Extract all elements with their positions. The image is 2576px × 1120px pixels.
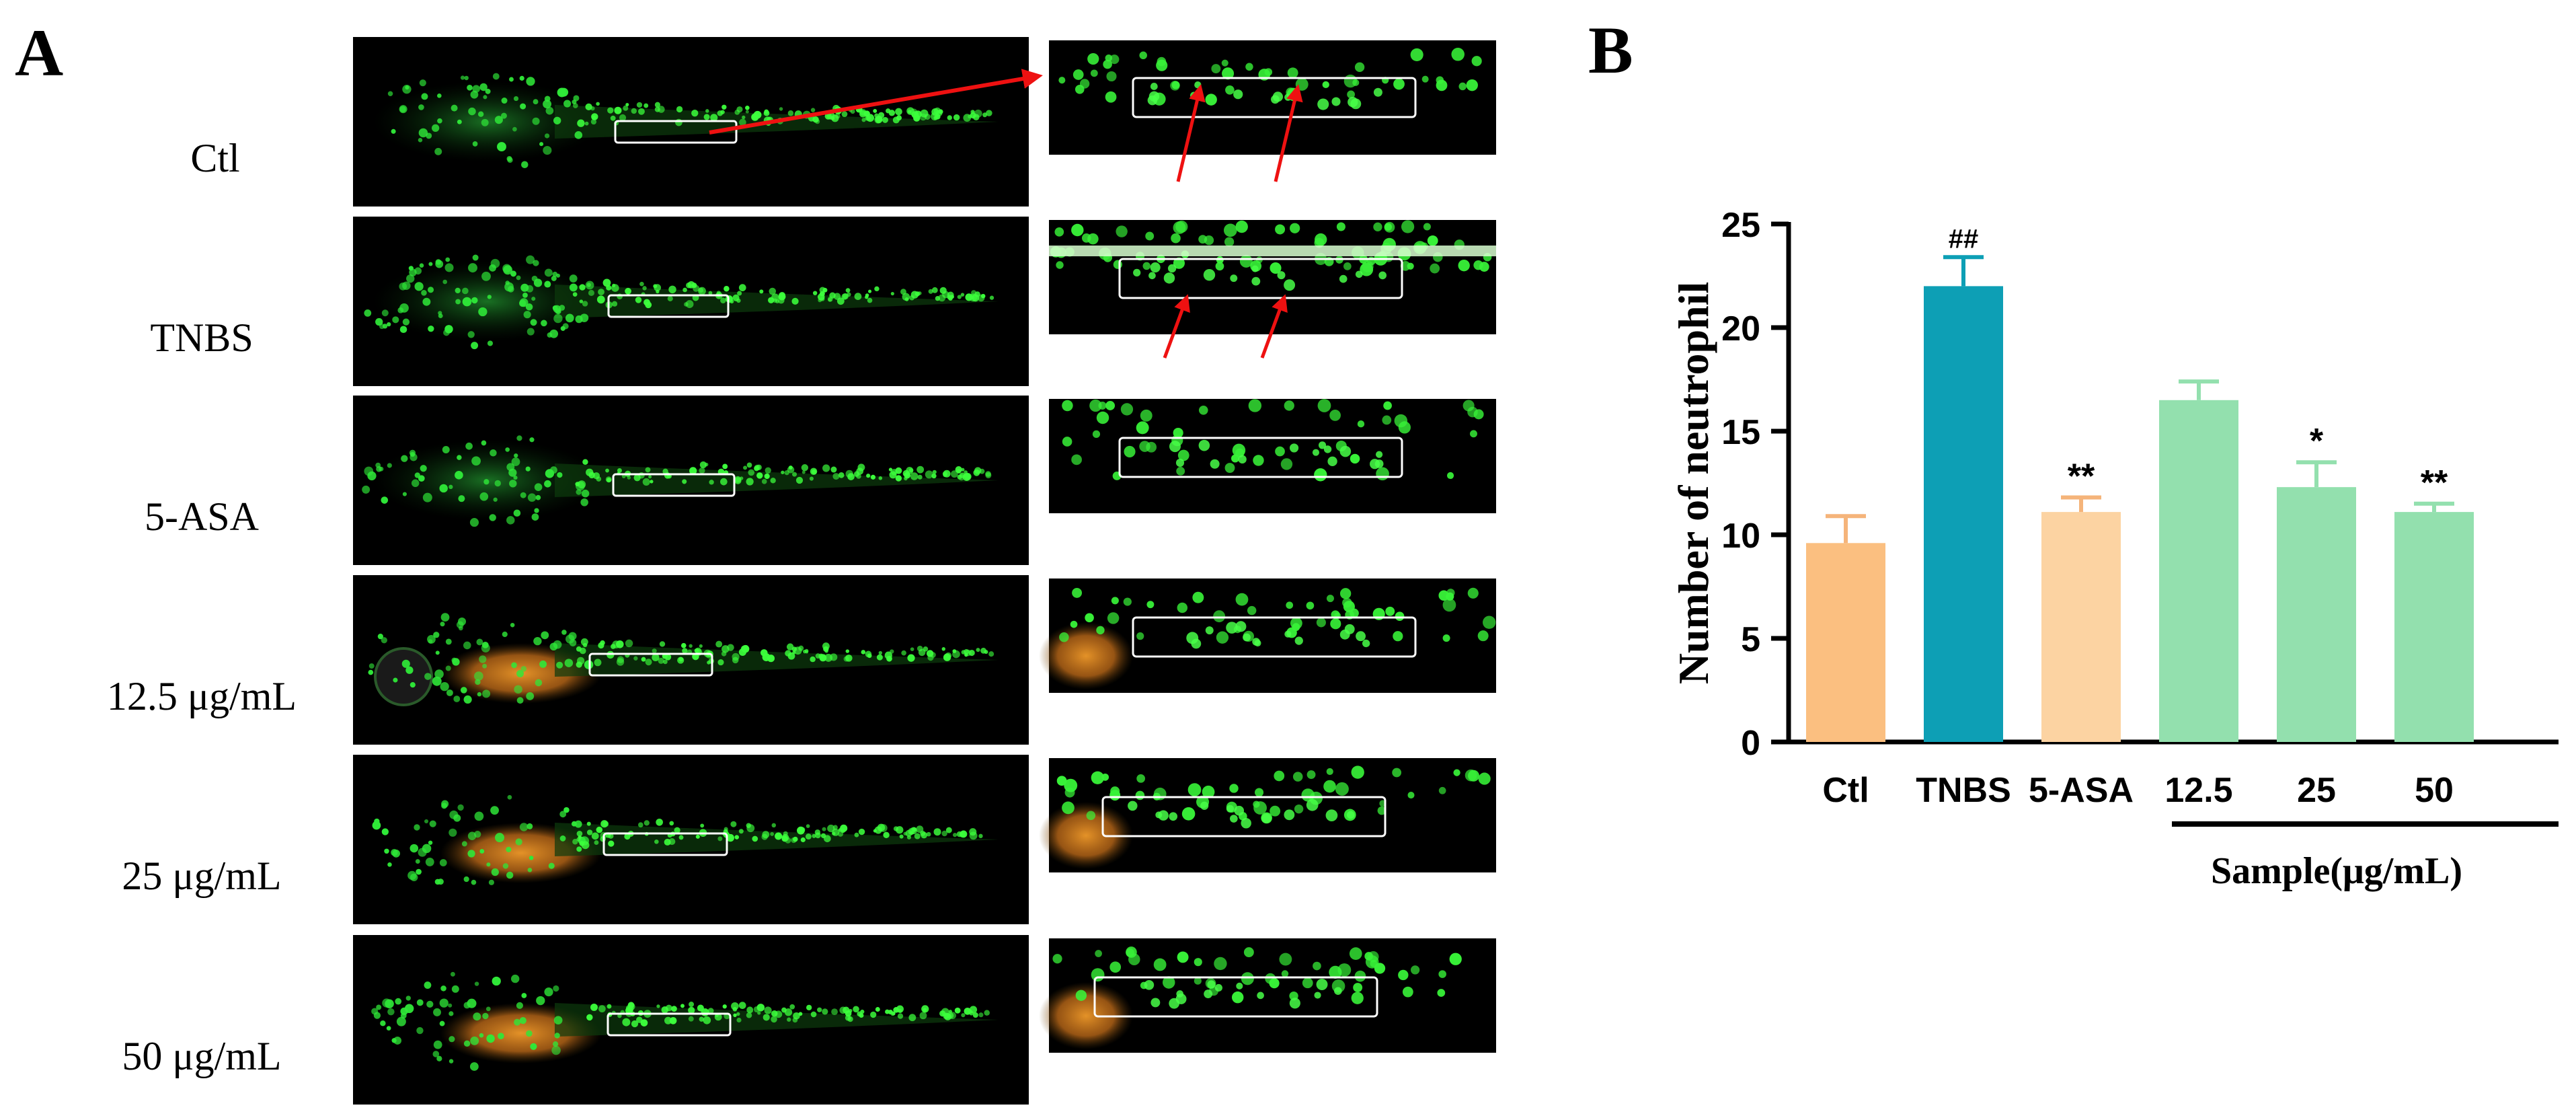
roi-box bbox=[1101, 796, 1387, 837]
bar bbox=[2041, 512, 2121, 742]
red-arrow bbox=[1260, 294, 1288, 359]
neutrophil-dots bbox=[1059, 587, 1496, 649]
y-tick-label: 5 bbox=[1741, 620, 1760, 659]
x-tick-label: 25 bbox=[2297, 771, 2336, 810]
bar bbox=[1806, 543, 1885, 742]
x-tick-label: 12.5 bbox=[2164, 771, 2232, 810]
larva-image bbox=[353, 217, 1029, 386]
significance-mark: * bbox=[2310, 422, 2324, 461]
roi-box bbox=[588, 652, 713, 677]
neutrophil-dots bbox=[1062, 399, 1484, 482]
x-tick-label: Ctl bbox=[1822, 771, 1869, 810]
roi-box bbox=[1132, 77, 1417, 118]
significance-mark: ** bbox=[2068, 457, 2095, 496]
significance-mark: ## bbox=[1949, 224, 1979, 254]
y-tick-label: 25 bbox=[1721, 206, 1760, 245]
row-label: TNBS bbox=[150, 315, 253, 360]
y-tick-label: 15 bbox=[1721, 413, 1760, 452]
roi-box bbox=[614, 120, 738, 144]
image-row: 50 μg/mL bbox=[122, 935, 1496, 1105]
neutrophil-dots bbox=[368, 613, 994, 704]
roi-box bbox=[612, 473, 736, 497]
zoom-image bbox=[1049, 399, 1496, 513]
y-axis-label: Number of neutrophil bbox=[1670, 282, 1717, 685]
larva-image bbox=[353, 935, 1029, 1105]
roi-box bbox=[1118, 258, 1403, 299]
bar bbox=[1924, 286, 2003, 742]
sample-group-label: Sample(μg/mL) bbox=[2211, 850, 2462, 892]
zoom-image bbox=[1039, 578, 1496, 693]
bar bbox=[2159, 400, 2238, 742]
row-label: 5-ASA bbox=[145, 494, 259, 539]
panel-a-letter: A bbox=[15, 15, 63, 90]
image-row: 12.5 μg/mL bbox=[107, 575, 1496, 745]
row-label: 50 μg/mL bbox=[122, 1034, 281, 1078]
zoom-image bbox=[1039, 938, 1496, 1053]
larva-image bbox=[353, 575, 1029, 745]
panel-b-letter: B bbox=[1588, 13, 1633, 87]
x-tick-label: TNBS bbox=[1916, 771, 2011, 810]
neutrophil-dots bbox=[1052, 946, 1462, 1009]
roi-box bbox=[1093, 976, 1378, 1018]
larva-image bbox=[353, 396, 1029, 565]
bar bbox=[2277, 487, 2356, 742]
bright-band bbox=[1049, 246, 1496, 256]
row-label: 25 μg/mL bbox=[122, 854, 281, 898]
neutrophil-dots bbox=[1056, 766, 1491, 829]
roi-box bbox=[607, 1012, 732, 1037]
x-tick-label: 50 bbox=[2415, 771, 2454, 810]
neutrophil-dots bbox=[364, 254, 994, 350]
tail-glow bbox=[555, 823, 999, 856]
x-tick-label: 5-ASA bbox=[2029, 771, 2134, 810]
row-label: 12.5 μg/mL bbox=[107, 674, 297, 718]
image-row: Ctl bbox=[190, 37, 1496, 207]
y-tick-label: 10 bbox=[1721, 517, 1760, 556]
bar bbox=[2394, 512, 2474, 742]
zoom-image bbox=[1049, 40, 1496, 155]
significance-mark: ** bbox=[2421, 463, 2448, 502]
roi-box bbox=[602, 832, 728, 856]
zoom-pointer-arrow bbox=[709, 69, 1043, 135]
yolk-fluorescence bbox=[1039, 802, 1133, 869]
neutrophil-dots bbox=[1058, 48, 1482, 110]
image-row: TNBS bbox=[150, 217, 1496, 386]
larva-image bbox=[353, 755, 1029, 924]
yolk-fluorescence bbox=[1039, 982, 1133, 1049]
red-arrow bbox=[1274, 84, 1303, 182]
image-row: 5-ASA bbox=[145, 396, 1496, 565]
roi-box bbox=[607, 294, 730, 318]
zoom-image bbox=[1049, 220, 1496, 334]
row-label: Ctl bbox=[190, 136, 239, 180]
roi-box bbox=[1118, 437, 1403, 478]
zoom-image bbox=[1039, 758, 1496, 872]
y-tick-label: 0 bbox=[1741, 724, 1760, 763]
neutrophil-dots bbox=[371, 971, 990, 1071]
tail-glow bbox=[555, 643, 999, 677]
roi-box bbox=[1132, 616, 1417, 658]
neutrophil-dots bbox=[362, 435, 992, 527]
image-row: 25 μg/mL bbox=[122, 755, 1496, 924]
red-arrow bbox=[1176, 84, 1206, 182]
eye bbox=[374, 647, 433, 706]
y-tick-label: 20 bbox=[1721, 309, 1760, 348]
panel-a-rows: Ctl TNBS 5-ASA 12.5 μg/mL 25 μg/mL 50 μg/mL bbox=[107, 37, 1496, 1105]
neutrophil-dots bbox=[372, 794, 983, 885]
red-arrow bbox=[1163, 294, 1190, 359]
